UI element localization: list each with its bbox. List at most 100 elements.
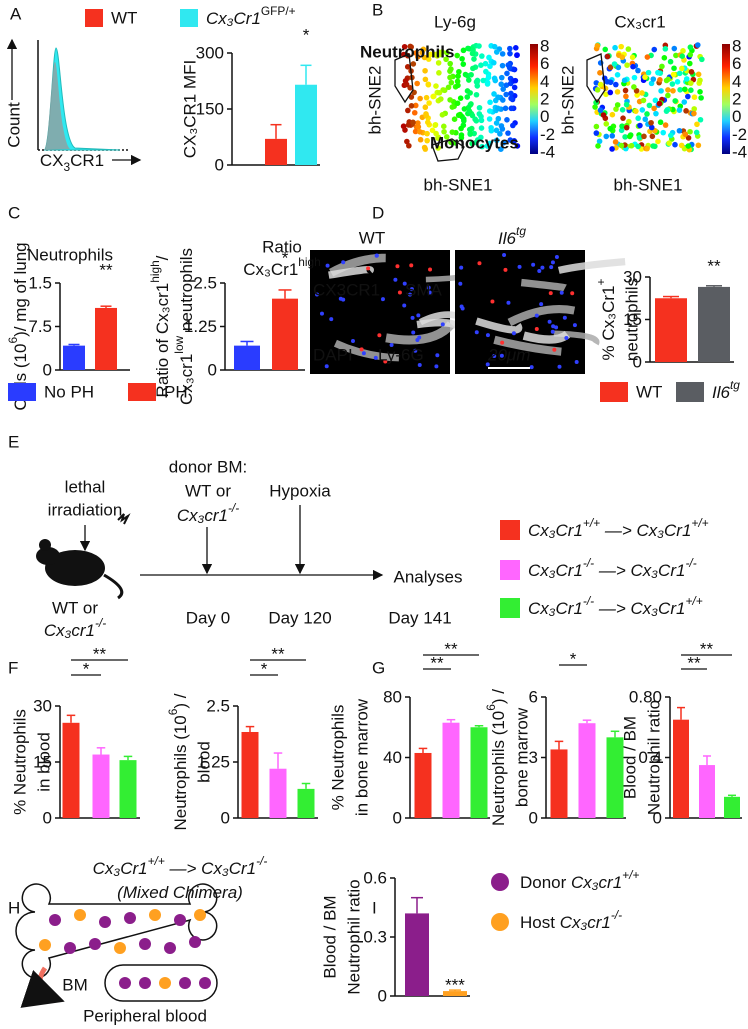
error-bar [68, 343, 80, 346]
tsne-point [412, 128, 419, 135]
colorbar-tick-label: 2 [732, 90, 741, 109]
tsne-point [609, 146, 615, 152]
tsne-point [619, 123, 625, 129]
tsne-point [693, 129, 700, 136]
tsne-point [670, 87, 676, 94]
tsne-point [422, 67, 428, 74]
tsne-point [448, 66, 454, 72]
y-tick-label: 0 [529, 809, 538, 828]
nucleus [559, 290, 564, 295]
nucleus [324, 364, 329, 369]
tsne-point [644, 111, 650, 117]
tsne-point [471, 56, 477, 62]
bar [405, 913, 429, 996]
tissue-strand [328, 265, 374, 279]
tsne-point [631, 84, 637, 90]
nucleus [537, 268, 542, 273]
tsne-point [407, 84, 413, 91]
tsne-point [650, 76, 657, 82]
nucleus [460, 306, 465, 311]
y-axis-label: Neutrophils (106) / [484, 689, 508, 826]
tsne-point [626, 133, 633, 140]
tsne-annotation: Monocytes [430, 134, 519, 153]
tsne-point [683, 76, 690, 82]
nucleus [417, 335, 422, 340]
tsne-point [680, 48, 686, 54]
tsne-point [648, 124, 655, 131]
tsne-point [681, 99, 688, 105]
colorbar-tick-label: 0 [540, 107, 549, 126]
legend-swatch [491, 873, 509, 891]
panel-label: E [8, 433, 19, 452]
tsne-point [671, 65, 677, 72]
nucleus [485, 362, 490, 367]
tsne-point [646, 102, 653, 109]
error-bar [411, 896, 423, 914]
tsne-point [659, 63, 665, 70]
tsne-point [604, 78, 611, 85]
tsne-point [697, 89, 703, 95]
tsne-point [593, 80, 600, 86]
tsne-point [609, 111, 616, 118]
tsne-point [451, 116, 458, 122]
y-axis-label: % Neutrophils [11, 709, 30, 815]
error-bar [301, 782, 311, 789]
cell-dot [39, 939, 51, 951]
tsne-point [425, 81, 432, 88]
y-tick-label: 0 [633, 353, 642, 372]
tsne-point [694, 121, 700, 128]
colorbar-tick-label: -2 [732, 125, 747, 144]
nucleus [459, 265, 464, 270]
nucleus [319, 311, 324, 316]
tsne-point [514, 52, 520, 59]
tsne-point [593, 130, 600, 136]
y-tick-label: 30 [33, 697, 52, 716]
nucleus [359, 347, 364, 352]
tsne-point [630, 63, 636, 70]
tsne-point [663, 77, 670, 84]
tsne-point [631, 74, 638, 81]
tsne-point [499, 97, 506, 103]
micrograph-title: Il6tg [498, 224, 526, 248]
legend-label-part: Il6 [712, 383, 731, 402]
tsne-point [456, 68, 462, 75]
tsne-point [596, 138, 603, 145]
tissue-strand [522, 330, 571, 344]
tsne-point [679, 65, 685, 72]
nucleus [499, 353, 504, 358]
y-tick-label: 0 [208, 361, 217, 380]
nucleus [434, 364, 439, 369]
tsne-point [407, 43, 414, 50]
tsne-point [622, 134, 628, 140]
tsne-point [455, 73, 461, 79]
error-bar [449, 989, 461, 992]
legend-label-part: —> Cx₃Cr1 [594, 561, 685, 580]
legend-label: PH [164, 383, 188, 402]
nucleus [534, 327, 539, 332]
significance: ** [271, 645, 285, 664]
micrograph-label: Ly-6G [378, 346, 424, 365]
schematic-text-part: Cx₃Cr1 [93, 859, 148, 878]
y-axis-label: in bone marrow [353, 698, 372, 816]
nucleus [492, 353, 497, 358]
tsne-point [476, 104, 483, 111]
micrograph-title: WT [359, 229, 385, 248]
tsne-point [447, 60, 453, 67]
schematic-text: WT or [185, 482, 231, 501]
error-bar [446, 718, 456, 723]
tsne-point [433, 83, 439, 89]
tsne-point [685, 135, 692, 141]
legend-label-part: +/+ [622, 868, 639, 882]
significance: * [570, 650, 577, 669]
tsne-title: Cx₃cr1 [614, 13, 665, 32]
tsne-point [691, 94, 698, 101]
tsne-point [611, 61, 618, 67]
schematic-text-part: -/- [95, 616, 106, 630]
tsne-point [637, 122, 643, 129]
flow-x-label-part: CR1 [70, 151, 104, 170]
tsne-point [665, 87, 671, 93]
colorbar-tick-label: 8 [540, 37, 549, 56]
error-bar [240, 340, 254, 346]
bar [62, 722, 80, 818]
tsne-point [657, 119, 664, 126]
